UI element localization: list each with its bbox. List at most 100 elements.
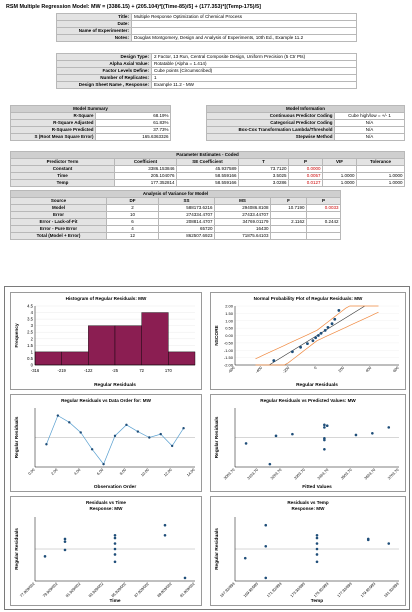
chart-title: Histogram of Regular Residuals: MW (66, 296, 147, 301)
param-p: 0.0057 (288, 172, 323, 180)
param-coef: 3386.153846 (114, 165, 177, 173)
y-tick-label: 2.5 (27, 330, 33, 335)
anova-header: SS (158, 197, 215, 205)
anova-source: Error - Pure Error (10, 225, 107, 233)
data-point (45, 443, 48, 446)
data-point (315, 560, 319, 564)
residuals-vs-time-chart: Residuals vs Time Response: MW Time Regular… (10, 496, 202, 606)
x-tick-label: 6.00 (96, 468, 104, 476)
x-tick-label: -200 (282, 366, 290, 374)
data-point (63, 540, 67, 543)
x-tick-label: -400 (255, 366, 263, 374)
param-term: Time (10, 172, 115, 180)
chart-title: Regular Residuals vs Data Order for: MW (61, 398, 152, 403)
anova-row: Model 2 588173.6216 294086.8108 10.7190 … (10, 204, 341, 212)
info-label: Title: (56, 13, 132, 21)
y-tick-label: -1.00 (224, 348, 234, 353)
data-point (315, 553, 319, 556)
summary-value: 165.6363326 (94, 133, 172, 141)
info-row: Notes: Douglas Montgomery, Design and Ana… (56, 34, 357, 42)
x-tick-label: 175.92/993 (313, 582, 329, 598)
x-tick-label: 3203.70 (270, 468, 283, 481)
y-tick-label: 2 (31, 336, 34, 341)
anova-p (306, 211, 341, 219)
data-point (244, 442, 248, 445)
param-vif (322, 165, 357, 173)
param-row: Time 205.104076 58.559166 3.5025 0.0057 … (10, 172, 406, 180)
param-tol (355, 165, 406, 173)
x-tick-label: 3303.70 (293, 468, 306, 481)
data-point (102, 462, 105, 466)
param-se: 45.937589 (176, 165, 239, 173)
model-equation: RSM Multiple Regression Model: MW = (338… (6, 4, 261, 10)
y-axis-label: Regular Residuals (214, 528, 220, 570)
x-tick-label: 87.929/002 (134, 582, 150, 598)
info-value[interactable] (131, 27, 357, 35)
info-value[interactable] (131, 20, 357, 28)
param-p: 0.0127 (288, 179, 323, 187)
charts-panel (4, 286, 410, 610)
x-tick-label: 173.92/993 (290, 582, 306, 598)
data-point (264, 576, 268, 580)
model-info-caption: Model Information (206, 105, 405, 113)
data-point (243, 556, 247, 560)
x-tick-label: 171.92/993 (266, 582, 282, 598)
data-point (79, 431, 82, 434)
info-value[interactable]: Multiple Response Optimization of Chemic… (131, 13, 357, 21)
data-point (337, 309, 341, 312)
summary-row: R-Square Adjusted 61.83% (10, 119, 172, 127)
histogram-svg: Histogram of Regular Residuals: MW Regula… (14, 296, 196, 388)
anova-table: Analysis of Variance for Model Source DF… (10, 190, 341, 240)
y-tick-label: 0.00 (225, 333, 234, 338)
data-point (387, 542, 391, 545)
residuals-vs-predicted-svg: Regular Residuals vs Predicted Values: M… (214, 398, 400, 490)
anova-f: 2.1162 (270, 218, 307, 226)
param-table: Parameter Estimates - Coded Predictor Te… (9, 151, 406, 187)
param-coef: 177.352814 (114, 179, 177, 187)
upper-confidence-band (255, 305, 379, 360)
anova-header: F (270, 197, 307, 205)
residuals-vs-order-svg: Regular Residuals vs Data Order for: MW O… (14, 398, 196, 490)
data-point (330, 322, 334, 326)
x-tick-label: 3003.70 (223, 468, 236, 481)
x-tick-label: 79.929/002 (42, 582, 58, 598)
x-tick-label: 600 (392, 366, 399, 373)
anova-p: 0.2442 (306, 218, 341, 226)
anova-ss: 208814.4707 (158, 218, 215, 226)
histogram-bar (141, 312, 169, 366)
param-p: 0.0000 (288, 165, 323, 173)
data-point (113, 533, 117, 537)
x-tick-label: 89.929/002 (157, 582, 173, 598)
x-tick-label: 10.00 (140, 468, 150, 478)
data-point (268, 462, 272, 466)
anova-row: Error - Lack-of-Fit 6 208814.4707 34769.… (10, 218, 341, 226)
model-info-label: Stepwise Method (206, 133, 335, 141)
info2-row: Box-Cox Transformation Lambda/Threshold N… (206, 126, 405, 134)
data-point (170, 444, 174, 448)
data-point (387, 426, 391, 429)
info2-row: Continuous Predictor Coding Cube high/low… (206, 112, 405, 120)
x-tick-label: -316 (31, 368, 40, 373)
data-point (274, 434, 278, 438)
x-axis-label: Regular Residuals (94, 382, 136, 388)
y-tick-label: 0.50 (225, 326, 234, 331)
model-info-value: N/A (334, 133, 405, 141)
data-point (291, 350, 294, 354)
data-point (323, 448, 326, 451)
design-value: Cube points (Circumscribed) (151, 67, 357, 75)
param-vif: 1.0000 (322, 179, 357, 187)
data-point (163, 533, 167, 537)
summary-label: R-Square Adjusted (10, 119, 96, 127)
param-header: SE Coefficient (176, 158, 239, 166)
y-tick-label: 1.00 (225, 318, 234, 323)
param-vif: 1.0000 (322, 172, 357, 180)
data-point (113, 536, 117, 540)
x-axis-label: Observation Order (94, 484, 137, 490)
anova-ms: 71875.64103 (214, 232, 271, 240)
info-value[interactable]: Douglas Montgomery, Design and Analysis … (131, 34, 357, 42)
anova-source: Total (Model + Error) (10, 232, 107, 240)
design-label: Alpha Axial Value: (56, 60, 152, 68)
summary-value: 68.19% (94, 112, 172, 120)
